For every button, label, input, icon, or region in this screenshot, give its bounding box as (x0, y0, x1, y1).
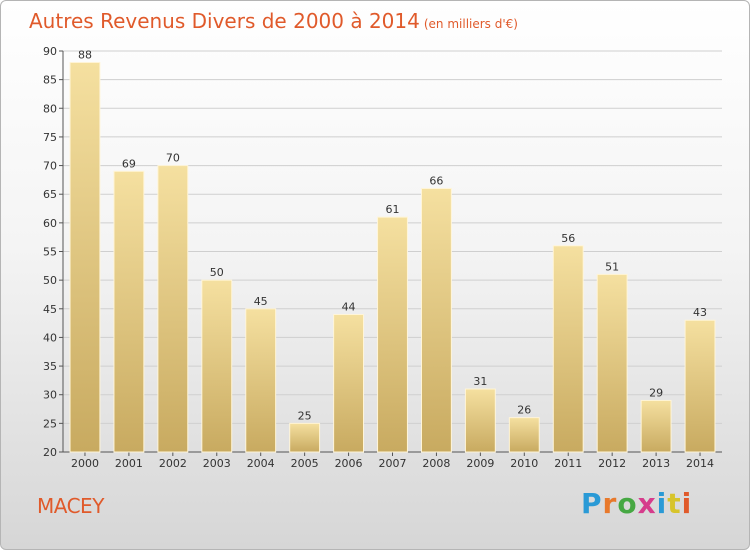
x-tick-label: 2006 (335, 457, 363, 470)
y-tick-label: 30 (43, 389, 57, 402)
y-tick-label: 65 (43, 188, 57, 201)
bar-2003 (201, 279, 233, 453)
bar-2008 (420, 187, 452, 453)
chart-subtitle: (en milliers d'€) (423, 17, 518, 31)
data-label-2009: 31 (473, 375, 487, 388)
bar-2000 (69, 61, 101, 453)
data-label-2007: 61 (386, 203, 400, 216)
logo-letter: r (602, 487, 618, 520)
bar-2007 (377, 216, 408, 453)
bar-2011 (552, 245, 584, 453)
logo-letter: o (617, 487, 638, 520)
x-tick-label: 2000 (71, 457, 99, 470)
bar-2001 (113, 170, 145, 453)
data-label-2003: 50 (210, 266, 224, 279)
data-label-2002: 70 (166, 152, 180, 165)
y-tick-label: 20 (43, 446, 57, 459)
logo-letter: t (667, 487, 682, 520)
chart-title: Autres Revenus Divers de 2000 à 2014 (en … (29, 9, 518, 33)
bar-2009 (464, 388, 496, 453)
x-tick-label: 2010 (510, 457, 538, 470)
y-tick-label: 60 (43, 217, 57, 230)
logo-letter: P (581, 487, 603, 520)
bar-2002 (157, 165, 189, 453)
y-tick-label: 80 (43, 102, 57, 115)
y-tick-label: 55 (43, 246, 57, 259)
data-label-2005: 25 (298, 409, 312, 422)
data-label-2004: 45 (254, 295, 268, 308)
y-tick-label: 50 (43, 274, 57, 287)
bar-2013 (640, 399, 672, 453)
x-tick-label: 2014 (686, 457, 714, 470)
logo-letter: i (681, 487, 693, 520)
y-tick-label: 25 (43, 417, 57, 430)
bar-2005 (289, 422, 321, 453)
data-label-2011: 56 (561, 232, 575, 245)
y-tick-label: 45 (43, 303, 57, 316)
data-label-2010: 26 (517, 404, 531, 417)
y-tick-label: 70 (43, 160, 57, 173)
chart-title-text: Autres Revenus Divers de 2000 à 2014 (29, 9, 420, 33)
data-label-2008: 66 (429, 174, 443, 187)
y-tick-label: 40 (43, 331, 57, 344)
bars (69, 61, 716, 453)
x-tick-label: 2013 (642, 457, 670, 470)
x-tick-label: 2002 (159, 457, 187, 470)
proxiti-logo[interactable]: Proxiti (581, 487, 692, 520)
commune-name: MACEY (37, 494, 104, 518)
data-labels: 88 69 70 50 45 25 44 61 66 31 26 56 51 29 43 (78, 48, 707, 422)
bar-2012 (596, 273, 628, 453)
data-label-2006: 44 (342, 301, 356, 314)
x-tick-label: 2012 (598, 457, 626, 470)
x-tick-label: 2009 (466, 457, 494, 470)
x-tick-label: 2001 (115, 457, 143, 470)
y-tick-label: 90 (43, 45, 57, 58)
x-tick-label: 2007 (379, 457, 407, 470)
logo-letter: x (637, 487, 657, 520)
y-tick-label: 75 (43, 131, 57, 144)
bar-2006 (333, 314, 365, 453)
y-tick-label: 35 (43, 360, 57, 373)
data-label-2013: 29 (649, 386, 663, 399)
x-tick-label: 2004 (247, 457, 275, 470)
bar-2010 (508, 417, 540, 453)
x-tick-label: 2011 (554, 457, 582, 470)
x-tick-label: 2008 (422, 457, 450, 470)
bar-2004 (245, 308, 277, 453)
x-tick-label: 2005 (291, 457, 319, 470)
bar-2014 (684, 319, 716, 453)
data-label-2001: 69 (122, 157, 136, 170)
y-tick-label: 85 (43, 74, 57, 87)
logo-letter: i (656, 487, 668, 520)
x-tick-label: 2003 (203, 457, 231, 470)
data-label-2012: 51 (605, 260, 619, 273)
data-label-2000: 88 (78, 48, 92, 61)
data-label-2014: 43 (693, 306, 707, 319)
